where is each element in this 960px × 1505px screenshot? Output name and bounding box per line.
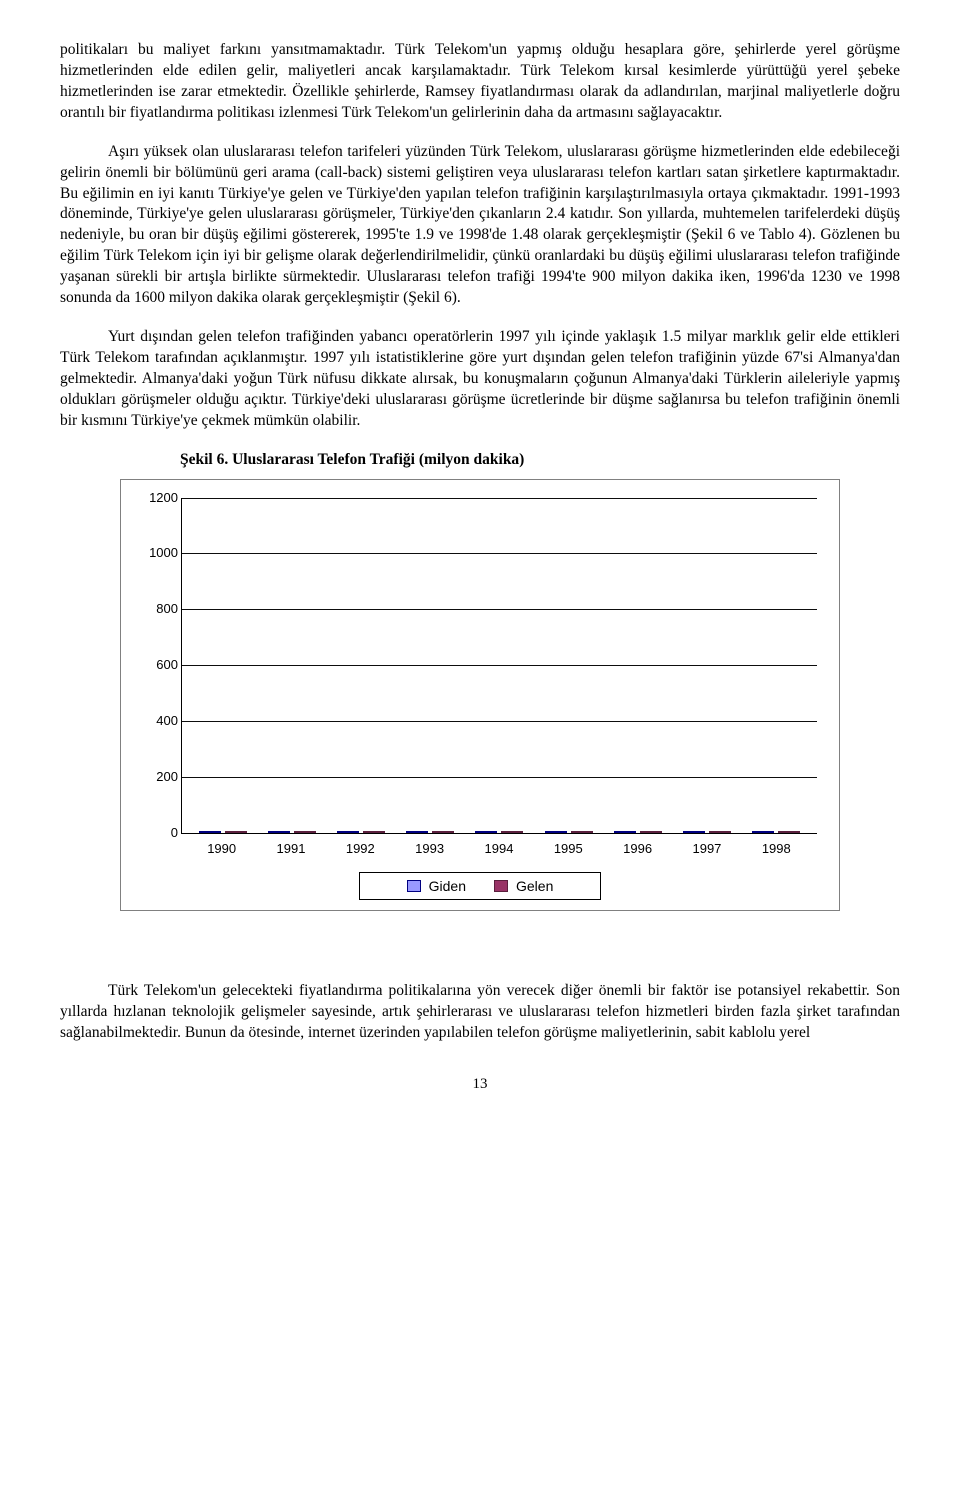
x-tick-label: 1995	[540, 840, 596, 858]
bar	[683, 831, 705, 833]
paragraph-3: Yurt dışından gelen telefon trafiğinden …	[60, 327, 900, 432]
bar	[709, 831, 731, 833]
bar-group	[679, 831, 735, 833]
bar	[614, 831, 636, 833]
paragraph-2: Aşırı yüksek olan uluslararası telefon t…	[60, 142, 900, 309]
paragraph-1: politikaları bu maliyet farkını yansıtma…	[60, 40, 900, 124]
bar	[640, 831, 662, 833]
y-tick-label: 1000	[138, 545, 178, 563]
bar	[406, 831, 428, 833]
chart-legend: Giden Gelen	[359, 872, 601, 901]
x-tick-label: 1994	[471, 840, 527, 858]
y-tick-label: 200	[138, 768, 178, 786]
legend-swatch-icon	[407, 880, 421, 892]
grid-line	[182, 721, 817, 722]
bar-group	[195, 831, 251, 833]
y-tick-label: 0	[138, 824, 178, 842]
bar-group	[264, 831, 320, 833]
legend-label: Giden	[429, 877, 466, 896]
grid-line	[182, 609, 817, 610]
bar	[501, 831, 523, 833]
bar-group	[402, 831, 458, 833]
bar	[225, 831, 247, 833]
grid-line	[182, 553, 817, 554]
grid-line	[182, 777, 817, 778]
bar	[337, 831, 359, 833]
grid-line	[182, 498, 817, 499]
bar	[752, 831, 774, 833]
legend-label: Gelen	[516, 877, 553, 896]
y-tick-label: 800	[138, 600, 178, 618]
bar-group	[610, 831, 666, 833]
y-tick-label: 400	[138, 712, 178, 730]
chart-title: Şekil 6. Uluslararası Telefon Trafiği (m…	[180, 450, 900, 471]
x-axis-labels: 1990 1991 1992 1993 1994 1995 1996 1997 1998	[181, 840, 817, 858]
plot-area: 020040060080010001200	[181, 498, 817, 834]
bar-group	[333, 831, 389, 833]
bar-group	[471, 831, 527, 833]
bar	[475, 831, 497, 833]
chart-plot: 020040060080010001200 199019911992199319…	[181, 498, 817, 858]
legend-swatch-icon	[494, 880, 508, 892]
bar	[571, 831, 593, 833]
y-tick-label: 1200	[138, 489, 178, 507]
bar	[294, 831, 316, 833]
bar	[199, 831, 221, 833]
x-tick-label: 1990	[194, 840, 250, 858]
bar	[432, 831, 454, 833]
x-tick-label: 1998	[748, 840, 804, 858]
x-tick-label: 1997	[679, 840, 735, 858]
chart-container: 020040060080010001200 199019911992199319…	[120, 479, 840, 912]
y-tick-label: 600	[138, 656, 178, 674]
x-tick-label: 1992	[332, 840, 388, 858]
x-tick-label: 1993	[402, 840, 458, 858]
bar	[778, 831, 800, 833]
legend-item-gelen: Gelen	[494, 877, 553, 896]
bar	[545, 831, 567, 833]
bar	[363, 831, 385, 833]
bar-group	[748, 831, 804, 833]
x-tick-label: 1991	[263, 840, 319, 858]
page-number: 13	[60, 1074, 900, 1094]
bar-group	[541, 831, 597, 833]
grid-line	[182, 665, 817, 666]
x-tick-label: 1996	[610, 840, 666, 858]
paragraph-4: Türk Telekom'un gelecekteki fiyatlandırm…	[60, 981, 900, 1044]
bar	[268, 831, 290, 833]
legend-item-giden: Giden	[407, 877, 466, 896]
